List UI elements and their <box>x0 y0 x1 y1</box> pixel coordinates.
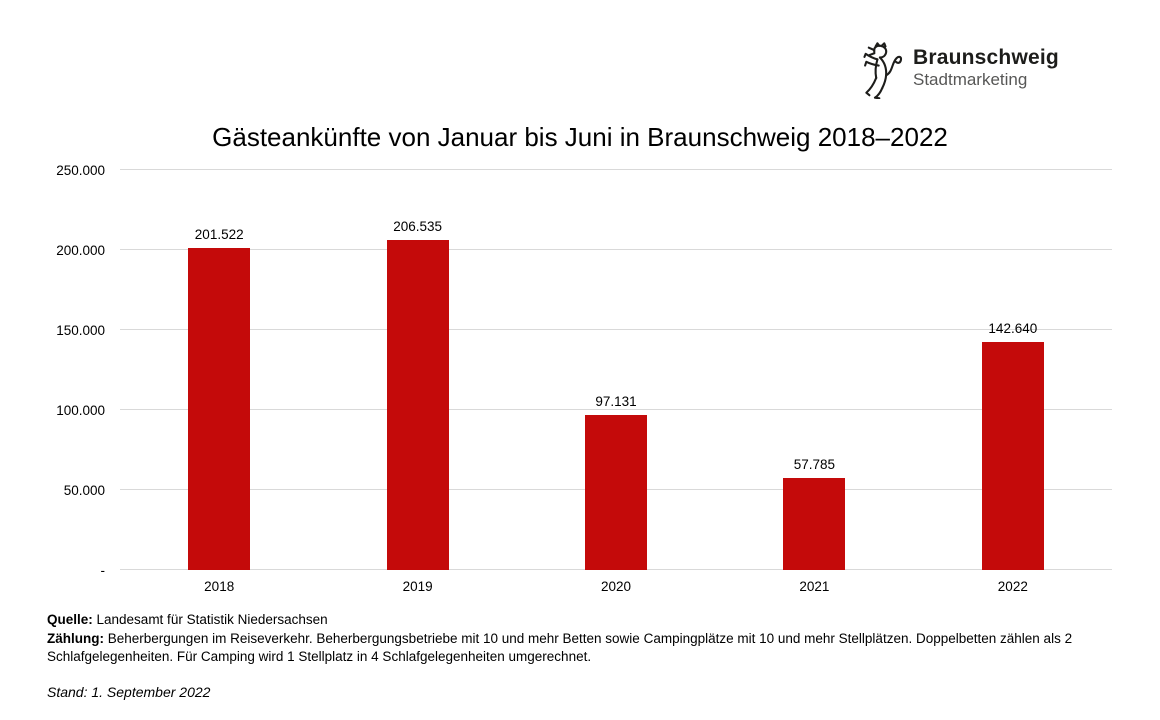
as-of-date-note: Stand: 1. September 2022 <box>47 684 211 700</box>
y-tick-label: 100.000 <box>56 402 105 418</box>
x-tick-label: 2022 <box>997 579 1028 594</box>
y-tick-label: 150.000 <box>56 322 105 338</box>
bar-value-label: 201.522 <box>194 227 244 243</box>
gridline <box>120 409 1112 410</box>
counting-note-line: Zählung: Beherbergungen im Reiseverkehr.… <box>47 630 1154 667</box>
bar-slot-2019: 206.535 2019 <box>318 170 516 594</box>
bar-slot-2021: 57.785 2021 <box>715 170 913 594</box>
logo: Braunschweig Stadtmarketing <box>862 42 1059 99</box>
bar-slot-2018: 201.522 2018 <box>120 170 318 594</box>
braunschweig-lion-icon <box>862 42 904 99</box>
source-text: Landesamt für Statistik Niedersachsen <box>92 612 328 627</box>
source-label: Quelle: <box>47 612 93 627</box>
bar-2020 <box>585 414 648 570</box>
x-tick-label: 2019 <box>402 579 433 594</box>
bar-series: 201.522 2018 206.535 2019 97.131 2020 57.785 20… <box>120 170 1112 594</box>
bar-2018 <box>188 247 251 570</box>
chart-title: Gästeankünfte von Januar bis Juni in Bra… <box>212 122 948 152</box>
logo-text: Braunschweig Stadtmarketing <box>913 42 1059 89</box>
counting-note-text: Beherbergungen im Reiseverkehr. Beherber… <box>47 630 1073 665</box>
bar-2022 <box>981 341 1044 570</box>
bar-value-label: 57.785 <box>793 457 836 473</box>
plot-area: 201.522 2018 206.535 2019 97.131 2020 57.785 20… <box>56 163 1112 594</box>
x-tick-label: 2018 <box>204 579 235 594</box>
x-tick-label: 2020 <box>600 579 632 594</box>
y-tick-label: - <box>100 562 106 578</box>
bar-value-label: 97.131 <box>595 394 637 410</box>
bar-slot-2022: 142.640 2022 <box>914 170 1112 594</box>
x-tick-label: 2021 <box>799 579 830 594</box>
y-tick-label: 50.000 <box>63 482 105 498</box>
footnotes: Quelle: Landesamt für Statistik Niedersa… <box>47 611 1154 667</box>
bar-value-label: 206.535 <box>393 219 443 235</box>
logo-brand: Braunschweig <box>913 46 1059 69</box>
gridline <box>120 329 1112 330</box>
gridline <box>120 249 1112 250</box>
counting-note-label: Zählung: <box>47 630 104 646</box>
bar-value-label: 142.640 <box>988 321 1038 337</box>
y-tick-label: 200.000 <box>56 242 105 258</box>
bar-2019 <box>386 239 449 570</box>
bar-2021 <box>783 477 846 570</box>
source-line: Quelle: Landesamt für Statistik Niedersa… <box>47 611 1154 630</box>
bar-slot-2020: 97.131 2020 <box>517 170 715 594</box>
gridline <box>120 169 1112 170</box>
logo-subtitle: Stadtmarketing <box>913 70 1028 90</box>
y-tick-label: 250.000 <box>56 162 105 178</box>
